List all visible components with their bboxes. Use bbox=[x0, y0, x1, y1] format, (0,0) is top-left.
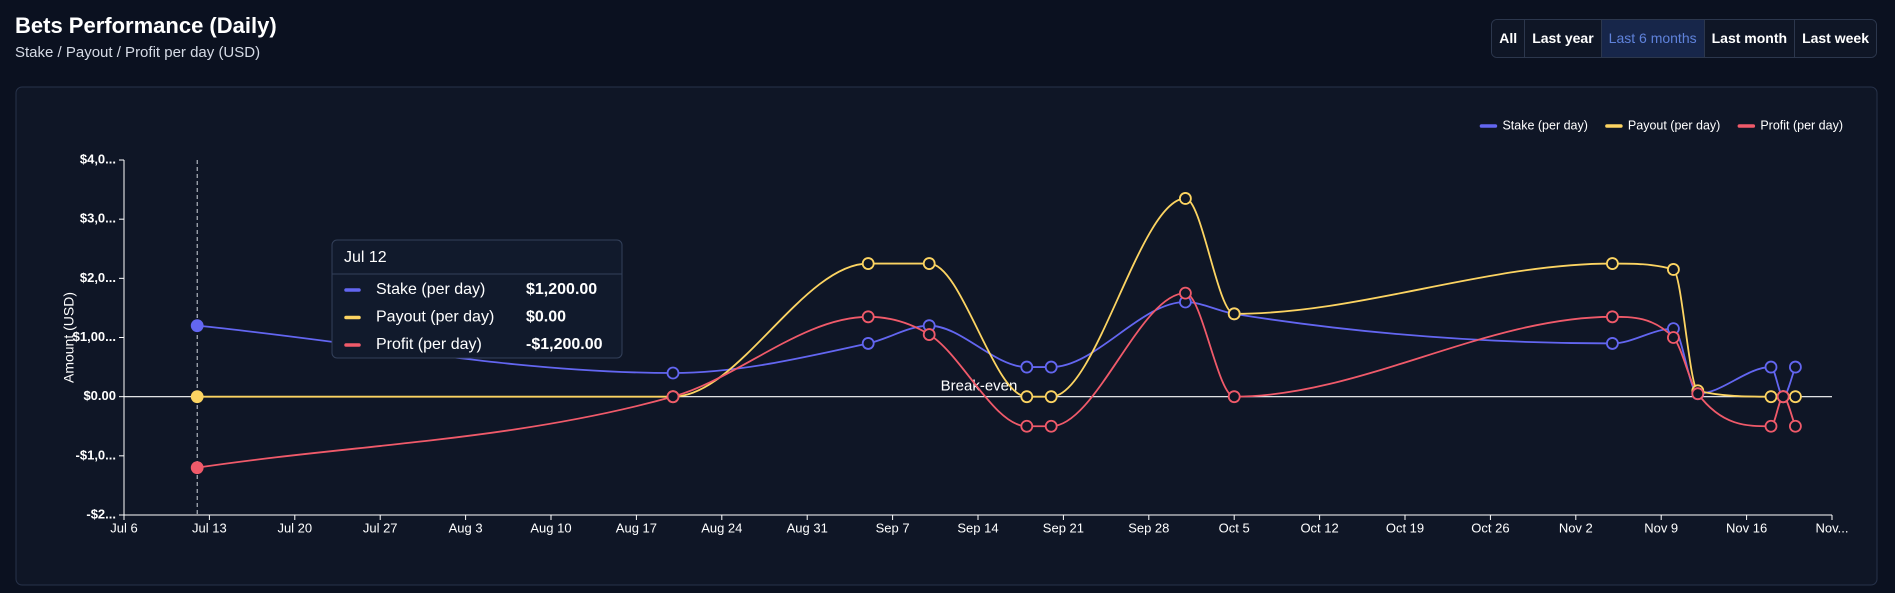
tooltip-value: $1,200.00 bbox=[526, 281, 597, 298]
annotation-label: Break-even bbox=[941, 378, 1018, 395]
legend-label: Stake (per day) bbox=[1502, 118, 1587, 132]
data-point bbox=[1667, 331, 1680, 344]
x-tick-label: Aug 24 bbox=[701, 520, 742, 535]
data-point bbox=[1606, 337, 1619, 350]
data-point bbox=[666, 390, 680, 404]
x-tick-label: Aug 10 bbox=[530, 520, 571, 535]
data-point bbox=[1764, 390, 1778, 404]
page-subtitle: Stake / Payout / Profit per day (USD) bbox=[15, 44, 261, 61]
x-tick-label: Sep 21 bbox=[1043, 520, 1084, 535]
data-point bbox=[1020, 419, 1034, 433]
data-point bbox=[1691, 387, 1705, 401]
x-tick-label: Jul 13 bbox=[192, 520, 227, 535]
x-tick-label: Jul 6 bbox=[110, 520, 137, 535]
data-point bbox=[1789, 360, 1802, 374]
x-tick-label: Jul 20 bbox=[277, 520, 312, 535]
y-axis-label: Amount (USD) bbox=[61, 292, 77, 383]
x-tick-label: Nov 16 bbox=[1726, 520, 1767, 535]
x-tick-label: Sep 28 bbox=[1128, 520, 1169, 535]
x-tick-label: Nov 9 bbox=[1644, 520, 1678, 535]
y-tick-label: $1,00... bbox=[73, 329, 116, 344]
y-tick-label: -$2... bbox=[86, 506, 116, 521]
x-tick-label: Oct 5 bbox=[1219, 520, 1250, 535]
data-point bbox=[1179, 192, 1192, 205]
data-point bbox=[1789, 390, 1802, 404]
x-tick-label: Nov... bbox=[1816, 520, 1849, 535]
data-point bbox=[190, 390, 204, 404]
tooltip: Jul 12 Stake (per day) $1,200.00 Payout (pe… bbox=[331, 239, 623, 359]
data-point bbox=[1020, 390, 1034, 404]
page-title: Bets Performance (Daily) bbox=[15, 13, 277, 38]
range-button[interactable]: Last week bbox=[1794, 20, 1876, 57]
x-tick-label: Oct 19 bbox=[1386, 520, 1424, 535]
tooltip-name: Payout (per day) bbox=[376, 309, 494, 326]
tooltip-value: -$1,200.00 bbox=[526, 336, 603, 353]
data-point bbox=[666, 366, 680, 380]
data-point bbox=[861, 337, 875, 350]
tooltip-value: $0.00 bbox=[526, 309, 566, 326]
data-point bbox=[1764, 360, 1778, 374]
tooltip-name: Profit (per day) bbox=[376, 336, 482, 353]
range-button[interactable]: All bbox=[1492, 20, 1525, 57]
y-tick-label: $4,0... bbox=[80, 151, 116, 166]
x-tick-label: Sep 14 bbox=[957, 520, 998, 535]
data-point bbox=[1227, 390, 1241, 404]
data-point bbox=[1667, 263, 1680, 276]
data-point bbox=[1776, 390, 1790, 404]
x-tick-label: Aug 3 bbox=[449, 520, 483, 535]
x-tick-label: Nov 2 bbox=[1559, 520, 1593, 535]
range-button[interactable]: Last year bbox=[1524, 20, 1601, 57]
legend-label: Payout (per day) bbox=[1628, 118, 1720, 132]
data-point bbox=[861, 310, 875, 324]
data-point bbox=[1789, 419, 1802, 433]
range-button[interactable]: Last month bbox=[1703, 20, 1795, 57]
tooltip-title: Jul 12 bbox=[344, 249, 387, 266]
data-point bbox=[922, 328, 936, 341]
data-point bbox=[1044, 390, 1058, 404]
data-point bbox=[1044, 360, 1058, 374]
y-tick-label: -$1,0... bbox=[76, 447, 116, 462]
legend-label: Profit (per day) bbox=[1760, 118, 1843, 132]
range-button[interactable]: Last 6 months bbox=[1600, 20, 1704, 57]
range-buttons: All Last year Last 6 months Last month Last … bbox=[1491, 19, 1877, 58]
data-point bbox=[1044, 419, 1058, 433]
data-point bbox=[861, 257, 875, 270]
y-tick-label: $3,0... bbox=[80, 211, 116, 226]
x-tick-label: Aug 17 bbox=[616, 520, 657, 535]
tooltip-name: Stake (per day) bbox=[376, 281, 485, 298]
data-point bbox=[1606, 257, 1619, 270]
data-point bbox=[190, 461, 204, 475]
x-tick-label: Sep 7 bbox=[876, 520, 910, 535]
x-tick-label: Aug 31 bbox=[787, 520, 828, 535]
tooltip-box bbox=[331, 239, 623, 359]
x-tick-label: Oct 26 bbox=[1471, 520, 1509, 535]
y-tick-label: $0.00 bbox=[83, 388, 116, 403]
data-point bbox=[1227, 307, 1241, 321]
data-point bbox=[190, 319, 204, 333]
data-point bbox=[922, 257, 936, 270]
chart-panel bbox=[15, 86, 1878, 586]
x-tick-label: Jul 27 bbox=[363, 520, 398, 535]
y-tick-label: $2,0... bbox=[80, 270, 116, 285]
data-point bbox=[1179, 286, 1192, 300]
data-point bbox=[1606, 310, 1619, 324]
data-point bbox=[1764, 419, 1778, 433]
x-tick-label: Oct 12 bbox=[1300, 520, 1338, 535]
data-point bbox=[1020, 360, 1034, 374]
